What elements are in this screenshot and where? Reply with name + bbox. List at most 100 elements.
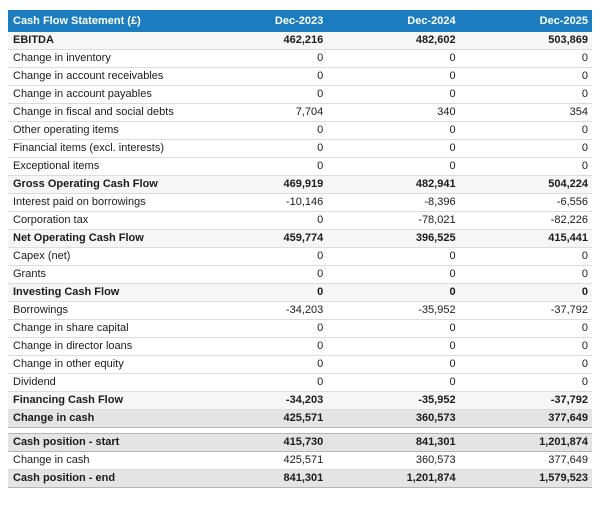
row-label: Change in share capital <box>8 319 195 338</box>
row-label: Change in account receivables <box>8 67 195 86</box>
table-row: Change in cash 425,571 360,573 377,649 <box>8 451 592 470</box>
cell-value: 0 <box>194 67 328 86</box>
cash-flow-table: Cash Flow Statement (£) Dec-2023 Dec-202… <box>8 10 592 488</box>
cell-value: 0 <box>459 337 592 356</box>
cell-value: 0 <box>194 157 328 176</box>
cell-value: 0 <box>459 85 592 104</box>
cell-value: 0 <box>194 319 328 338</box>
table-row: Grants 0 0 0 <box>8 265 592 284</box>
cell-value: 462,216 <box>194 32 328 50</box>
cell-value: -10,146 <box>194 193 328 212</box>
table-row: Change in account receivables 0 0 0 <box>8 67 592 86</box>
cell-value: 0 <box>194 211 328 230</box>
cell-value: 0 <box>327 139 460 158</box>
cell-value: -35,952 <box>327 391 460 410</box>
cell-value: -37,792 <box>459 391 592 410</box>
cell-value: 0 <box>327 247 460 266</box>
cell-value: 0 <box>327 337 460 356</box>
cell-value: 459,774 <box>194 229 328 248</box>
row-label: Grants <box>8 265 195 284</box>
row-label: EBITDA <box>8 32 195 50</box>
cell-value: 415,730 <box>194 433 328 452</box>
cell-value: 0 <box>327 121 460 140</box>
row-label: Cash position - end <box>8 469 195 488</box>
table-row: Cash position - end 841,301 1,201,874 1,579… <box>8 469 592 488</box>
cell-value: 0 <box>327 67 460 86</box>
cell-value: -6,556 <box>459 193 592 212</box>
cell-value: 425,571 <box>194 451 328 470</box>
cell-value: -82,226 <box>459 211 592 230</box>
cell-value: 841,301 <box>194 469 328 488</box>
row-label: Corporation tax <box>8 211 195 230</box>
cell-value: 7,704 <box>194 103 328 122</box>
row-label: Borrowings <box>8 301 195 320</box>
table-row: Dividend 0 0 0 <box>8 373 592 392</box>
row-label: Change in other equity <box>8 355 195 374</box>
table-row: Other operating items 0 0 0 <box>8 121 592 140</box>
cell-value: -35,952 <box>327 301 460 320</box>
cell-value: 503,869 <box>459 32 592 50</box>
table-row: Net Operating Cash Flow 459,774 396,525 415… <box>8 229 592 248</box>
table-row: Change in share capital 0 0 0 <box>8 319 592 338</box>
cell-value: 377,649 <box>459 409 592 428</box>
cell-value: -37,792 <box>459 301 592 320</box>
cell-value: -78,021 <box>327 211 460 230</box>
cell-value: 0 <box>459 49 592 68</box>
row-label: Net Operating Cash Flow <box>8 229 195 248</box>
table-row: Exceptional items 0 0 0 <box>8 157 592 176</box>
cell-value: 0 <box>194 49 328 68</box>
row-label: Exceptional items <box>8 157 195 176</box>
row-label: Financial items (excl. interests) <box>8 139 195 158</box>
cell-value: 0 <box>459 121 592 140</box>
table-row: Financing Cash Flow -34,203 -35,952 -37,792 <box>8 391 592 410</box>
table-row: Change in cash 425,571 360,573 377,649 <box>8 409 592 428</box>
cell-value: 0 <box>459 247 592 266</box>
row-label: Interest paid on borrowings <box>8 193 195 212</box>
cell-value: 1,201,874 <box>327 469 460 488</box>
cell-value: 0 <box>327 319 460 338</box>
column-header-dec-2025: Dec-2025 <box>459 10 592 32</box>
cell-value: 340 <box>327 103 460 122</box>
cell-value: 0 <box>327 265 460 284</box>
table-row: Borrowings -34,203 -35,952 -37,792 <box>8 301 592 320</box>
cell-value: 469,919 <box>194 175 328 194</box>
row-label: Change in inventory <box>8 49 195 68</box>
table-row: EBITDA 462,216 482,602 503,869 <box>8 32 592 50</box>
cell-value: 415,441 <box>459 229 592 248</box>
row-label: Gross Operating Cash Flow <box>8 175 195 194</box>
cell-value: 0 <box>327 85 460 104</box>
cell-value: 0 <box>327 283 460 302</box>
cash-flow-statement: Cash Flow Statement (£) Dec-2023 Dec-202… <box>8 10 592 488</box>
table-row: Change in fiscal and social debts 7,704 34… <box>8 103 592 122</box>
table-title: Cash Flow Statement (£) <box>8 10 195 32</box>
row-label: Financing Cash Flow <box>8 391 195 410</box>
cell-value: 1,579,523 <box>459 469 592 488</box>
row-label: Cash position - start <box>8 433 195 452</box>
table-row: Change in inventory 0 0 0 <box>8 49 592 68</box>
cell-value: 0 <box>459 265 592 284</box>
cell-value: 482,602 <box>327 32 460 50</box>
table-row: Interest paid on borrowings -10,146 -8,396… <box>8 193 592 212</box>
table-row: Investing Cash Flow 0 0 0 <box>8 283 592 302</box>
column-header-dec-2024: Dec-2024 <box>327 10 460 32</box>
cell-value: 0 <box>194 283 328 302</box>
cell-value: 360,573 <box>327 409 460 428</box>
table-row: Cash position - start 415,730 841,301 1,201… <box>8 433 592 452</box>
table-row: Capex (net) 0 0 0 <box>8 247 592 266</box>
row-label: Capex (net) <box>8 247 195 266</box>
table-row: Corporation tax 0 -78,021 -82,226 <box>8 211 592 230</box>
cell-value: 0 <box>194 139 328 158</box>
cell-value: 0 <box>327 373 460 392</box>
cell-value: 0 <box>194 355 328 374</box>
cell-value: 0 <box>459 283 592 302</box>
cell-value: 0 <box>459 67 592 86</box>
cell-value: 0 <box>459 373 592 392</box>
cell-value: 0 <box>459 319 592 338</box>
table-row: Change in other equity 0 0 0 <box>8 355 592 374</box>
cell-value: 482,941 <box>327 175 460 194</box>
cell-value: 0 <box>327 157 460 176</box>
cell-value: 0 <box>194 247 328 266</box>
cell-value: 0 <box>194 265 328 284</box>
cell-value: 0 <box>459 139 592 158</box>
cell-value: -34,203 <box>194 301 328 320</box>
